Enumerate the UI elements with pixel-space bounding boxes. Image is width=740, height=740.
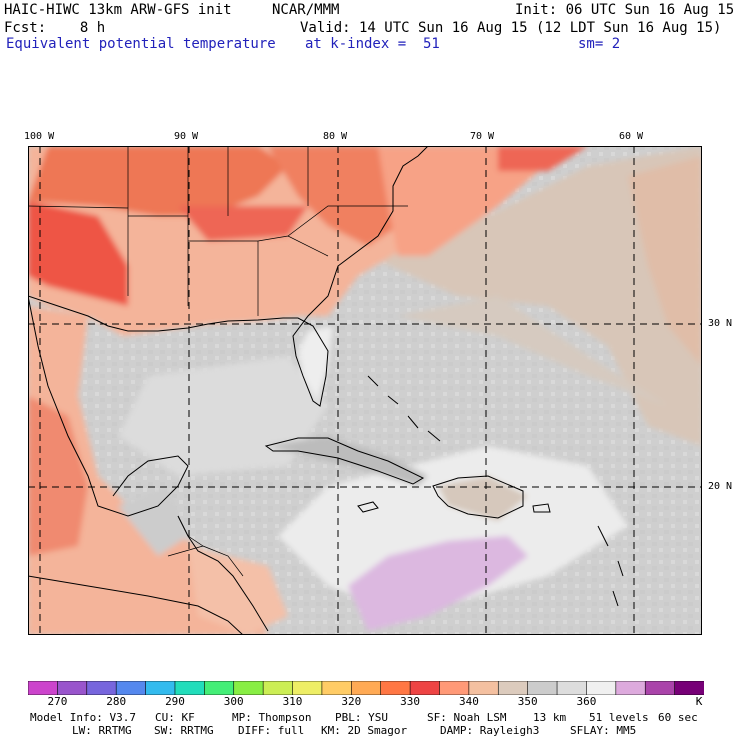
lon-label-80w: 80 W <box>323 131 348 142</box>
forecast-hour: Fcst: 8 h <box>4 20 106 36</box>
field-name: Equivalent potential temperature <box>6 36 276 52</box>
pacific-coast <box>28 575 244 635</box>
jamaica-outline <box>357 501 379 513</box>
footer-lw: LW: RRTMG <box>72 724 132 737</box>
color-bin-1 <box>57 681 88 695</box>
color-scale-label-280: 280 <box>106 695 127 708</box>
footer-km: KM: 2D Smagor <box>321 724 408 737</box>
color-bin-21 <box>644 681 676 695</box>
color-bin-14 <box>439 681 470 695</box>
graticule <box>28 146 702 635</box>
color-bin-0 <box>28 681 59 695</box>
color-bin-2 <box>86 681 117 695</box>
color-bin-9 <box>292 681 323 695</box>
ne-hot-patch <box>498 146 588 171</box>
georgia-hot-region <box>178 206 308 241</box>
color-bin-20 <box>615 681 647 695</box>
color-bin-18 <box>556 681 588 695</box>
lon-label-70w: 70 W <box>470 131 495 142</box>
political-borders <box>28 146 408 577</box>
color-scale-label-350: 350 <box>517 695 538 708</box>
atlantic-warm-band <box>628 156 702 366</box>
hispaniola-outline <box>432 475 524 519</box>
puerto-rico-outline <box>532 503 551 513</box>
yucatan-cool <box>118 486 188 556</box>
color-scale-label-330: 330 <box>400 695 421 708</box>
us-state-borders <box>28 146 408 316</box>
color-bin-11 <box>350 681 382 695</box>
central-america-warm <box>188 546 288 635</box>
color-scale-unit: K <box>695 695 703 708</box>
color-bin-13 <box>409 681 441 695</box>
color-bin-8 <box>262 681 294 695</box>
color-bin-6 <box>204 681 235 695</box>
lon-label-60w: 60 W <box>619 131 644 142</box>
central-america-borders <box>167 515 244 577</box>
color-scale-label-300: 300 <box>223 695 244 708</box>
theta-e-map <box>28 146 702 635</box>
lon-label-100w: 100 W <box>24 131 55 142</box>
smoothing-label: sm= 2 <box>578 36 621 52</box>
color-bin-16 <box>497 681 529 695</box>
footer-cu: CU: KF <box>155 711 195 724</box>
mexico-land-warm <box>28 306 268 635</box>
footer-diff: DIFF: full <box>238 724 305 737</box>
footer-sflay: SFLAY: MM5 <box>570 724 637 737</box>
color-bin-22 <box>674 681 704 695</box>
mexico-gulf-coast <box>28 295 189 517</box>
color-bin-5 <box>174 681 206 695</box>
footer-sw: SW: RRTMG <box>154 724 214 737</box>
color-scale-label-270: 270 <box>47 695 68 708</box>
color-bin-15 <box>468 681 500 695</box>
atlantic-tan-region <box>368 146 702 446</box>
lilac-patch <box>348 536 528 631</box>
color-bin-17 <box>527 681 558 695</box>
mexico-hot-region <box>28 396 88 556</box>
footer-pbl: PBL: YSU <box>335 711 388 724</box>
footer-damp: DAMP: Rayleigh3 <box>440 724 540 737</box>
cuba-outline <box>264 437 425 485</box>
footer-timestep: 60 sec <box>658 711 698 724</box>
color-bin-10 <box>321 681 353 695</box>
color-scale-label-310: 310 <box>282 695 303 708</box>
footer-sf: SF: Noah LSM <box>427 711 507 724</box>
color-scale-label-290: 290 <box>165 695 185 708</box>
lat-label-20n: 20 N <box>708 481 733 492</box>
organization-label: NCAR/MMM <box>272 2 340 18</box>
color-scale-label-360: 360 <box>576 695 597 708</box>
footer-resolution: 13 km <box>533 711 567 724</box>
color-scale-label-340: 340 <box>458 695 479 708</box>
color-scale-bar <box>28 681 704 695</box>
coastlines <box>28 146 624 635</box>
valid-time: Valid: 14 UTC Sun 16 Aug 15 (12 LDT Sun … <box>300 20 722 36</box>
coastal-warm-band <box>378 146 568 256</box>
color-bin-4 <box>145 681 176 695</box>
color-bin-3 <box>115 681 147 695</box>
color-bin-19 <box>586 681 617 695</box>
lat-label-30n: 30 N <box>708 318 733 329</box>
us-gulf-atlantic-coast <box>28 146 429 407</box>
init-time: Init: 06 UTC Sun 16 Aug 15 <box>515 2 735 18</box>
model-title: HAIC-HIWC 13km ARW-GFS init <box>4 2 232 18</box>
texas-hot-region <box>28 201 128 306</box>
color-bin-12 <box>380 681 411 695</box>
bahamas-islands <box>367 375 441 442</box>
level-label: at k-index = 51 <box>305 36 440 52</box>
color-bin-7 <box>233 681 264 695</box>
footer-levels: 51 levels <box>589 711 649 724</box>
lon-label-90w: 90 W <box>174 131 199 142</box>
footer-model-info: Model Info: V3.7 <box>30 711 136 724</box>
color-scale-label-320: 320 <box>341 695 362 708</box>
footer-mp: MP: Thompson <box>232 711 312 724</box>
lesser-antilles <box>597 525 624 607</box>
map-frame <box>28 146 702 635</box>
midsouth-hot-region <box>28 146 288 216</box>
